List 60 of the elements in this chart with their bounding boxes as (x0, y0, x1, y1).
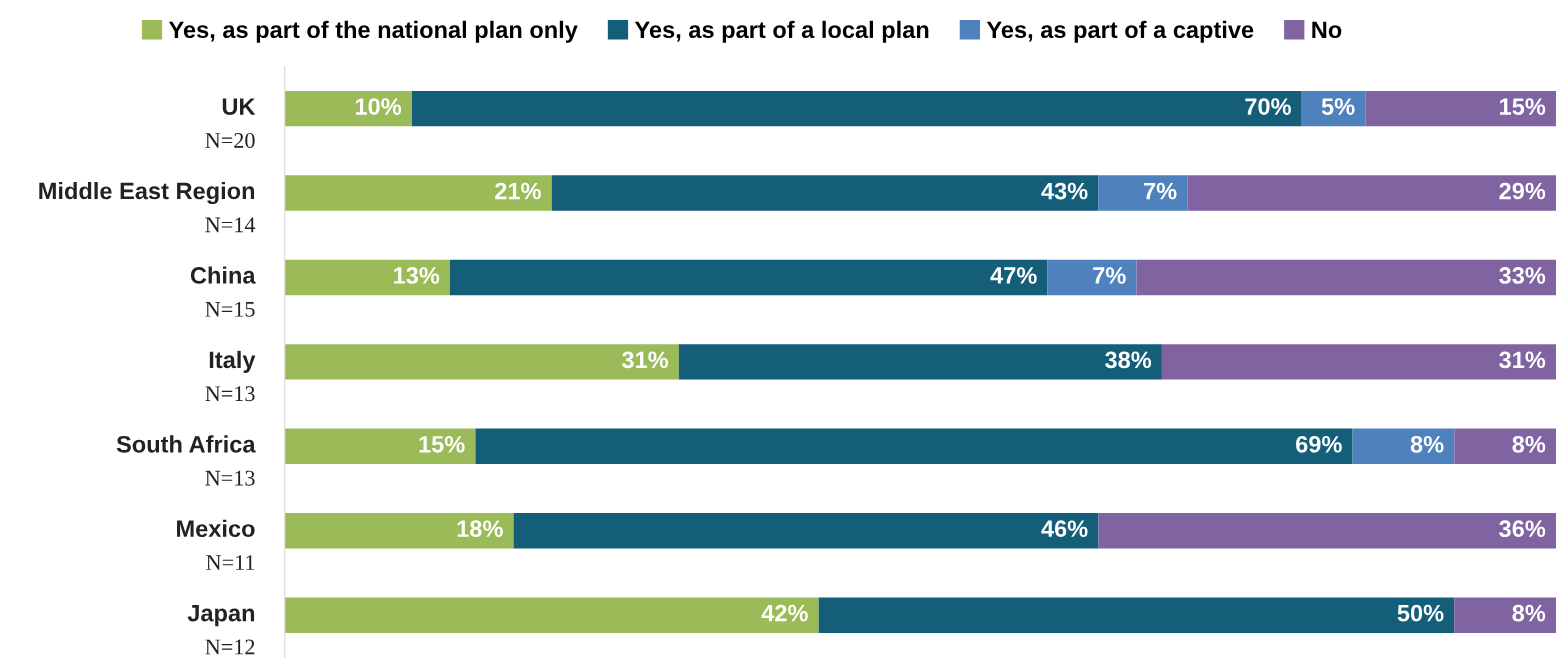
bar (1098, 513, 1556, 549)
data-label: 31% (621, 351, 669, 369)
data-label: 15% (419, 435, 465, 453)
bar (411, 90, 1302, 127)
data-label: 15% (1500, 98, 1546, 115)
bar (284, 428, 476, 465)
bar (284, 90, 412, 127)
bar (1365, 90, 1556, 127)
data-label: 13% (394, 267, 440, 284)
legend-label: Yes, as part of a local plan (634, 20, 929, 43)
data-label: 31% (1499, 351, 1546, 369)
y-tick-label: Italy N=13 (205, 350, 256, 402)
data-label: 7% (1144, 182, 1177, 200)
data-label: 42% (761, 604, 808, 622)
y-tick-label: South Africa N=13 (116, 435, 256, 486)
data-label: 69% (1296, 435, 1342, 453)
y-tick-label: Middle East Region N=14 (39, 181, 256, 233)
legend-label: Yes, as part of the national plan only (168, 20, 578, 43)
data-label: 47% (990, 267, 1037, 284)
bar (818, 597, 1455, 633)
bar (284, 597, 819, 633)
data-label: 7% (1093, 267, 1126, 284)
legend-label: No (1312, 21, 1342, 39)
bar (1454, 597, 1556, 633)
bar (284, 175, 552, 211)
y-tick-label: China N=15 (190, 266, 256, 317)
bar (450, 259, 1048, 296)
data-label: 8% (1512, 604, 1546, 622)
bar (551, 175, 1099, 211)
bar (475, 428, 1353, 465)
data-label: 8% (1410, 435, 1444, 453)
y-tick-label: Japan N=12 (187, 605, 255, 655)
data-label: 33% (1499, 267, 1546, 284)
bar (1454, 428, 1556, 465)
data-label: 29% (1499, 182, 1546, 200)
data-label: 70% (1245, 98, 1291, 115)
data-label: 43% (1041, 182, 1088, 200)
bar (1187, 175, 1556, 211)
bar (1098, 175, 1188, 211)
legend-label: Yes, as part of a captive (986, 20, 1254, 43)
data-label: 21% (495, 182, 541, 200)
data-label: 18% (457, 520, 503, 538)
data-label: 5% (1321, 98, 1355, 115)
data-label: 8% (1512, 435, 1546, 453)
bar (1352, 428, 1455, 465)
data-label: 50% (1397, 604, 1444, 622)
bar (284, 344, 679, 380)
y-tick-label: UK N=20 (205, 98, 256, 148)
bar (1161, 344, 1556, 380)
data-label: 38% (1105, 351, 1152, 369)
data-label: 46% (1041, 520, 1088, 538)
y-tick-label: Mexico N=11 (177, 519, 255, 570)
bar (513, 513, 1099, 549)
bar (1136, 259, 1556, 296)
bar (284, 513, 514, 549)
bar (678, 344, 1162, 380)
bar (284, 259, 451, 296)
bar (1047, 259, 1137, 296)
data-label: 36% (1499, 520, 1546, 538)
data-label: 10% (355, 98, 402, 115)
